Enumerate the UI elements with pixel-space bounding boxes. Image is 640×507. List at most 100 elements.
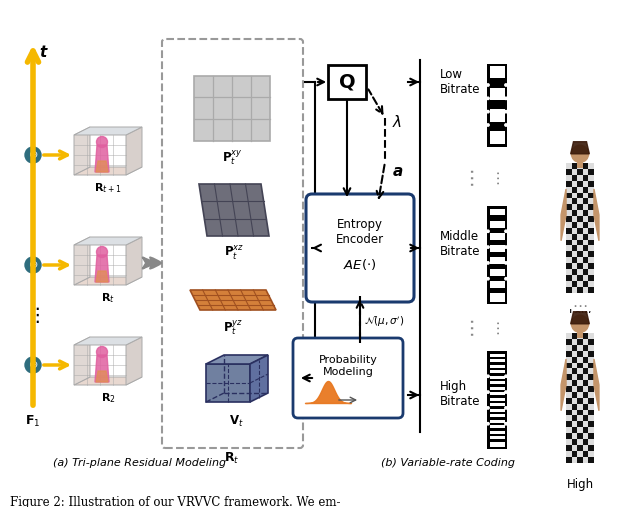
Bar <box>572 180 577 187</box>
Circle shape <box>25 257 41 273</box>
Bar <box>577 240 583 245</box>
Text: $\oplus$: $\oplus$ <box>28 359 38 371</box>
Bar <box>566 339 572 345</box>
Circle shape <box>505 375 507 377</box>
Bar <box>577 333 583 339</box>
FancyBboxPatch shape <box>162 39 303 448</box>
Bar <box>588 257 594 263</box>
Text: Entropy
Encoder: Entropy Encoder <box>336 218 384 246</box>
Circle shape <box>487 124 489 126</box>
Bar <box>577 451 583 457</box>
Bar <box>583 333 588 339</box>
Bar <box>549 142 611 298</box>
Bar <box>566 410 572 415</box>
Bar <box>588 427 594 433</box>
Bar <box>572 228 577 234</box>
Polygon shape <box>95 255 109 282</box>
Bar <box>583 163 588 169</box>
Bar <box>566 163 594 293</box>
Bar <box>583 374 588 380</box>
Bar <box>572 433 577 439</box>
FancyBboxPatch shape <box>328 65 366 99</box>
Bar <box>588 339 594 345</box>
Bar <box>566 193 572 198</box>
Bar <box>583 363 588 369</box>
FancyBboxPatch shape <box>306 194 414 302</box>
Bar <box>577 380 583 386</box>
Bar <box>577 175 583 180</box>
Bar <box>572 427 577 433</box>
Bar <box>490 406 504 409</box>
Text: $\vdots$: $\vdots$ <box>27 305 40 325</box>
Bar <box>572 222 577 228</box>
Bar <box>566 451 572 457</box>
Bar <box>588 175 594 180</box>
Bar <box>588 216 594 222</box>
Text: High
Bitrate: High Bitrate <box>440 380 481 408</box>
Bar <box>572 351 577 356</box>
Bar <box>577 398 583 404</box>
Bar <box>577 386 583 392</box>
Bar <box>588 439 594 445</box>
Bar <box>583 380 588 386</box>
Circle shape <box>505 262 507 264</box>
Bar <box>572 363 577 369</box>
Bar <box>583 169 588 175</box>
Polygon shape <box>95 145 109 172</box>
Bar <box>566 386 572 392</box>
Bar <box>490 276 504 281</box>
Bar <box>577 345 583 351</box>
Bar <box>490 356 504 359</box>
Circle shape <box>487 111 489 113</box>
FancyBboxPatch shape <box>293 338 403 418</box>
Text: $\mathbf{V}_t$: $\mathbf{V}_t$ <box>228 414 243 429</box>
Bar <box>588 380 594 386</box>
Bar <box>588 356 594 363</box>
Bar <box>572 451 577 457</box>
Bar <box>490 401 504 403</box>
Bar <box>572 356 577 363</box>
Circle shape <box>571 314 589 333</box>
Circle shape <box>487 391 489 393</box>
Polygon shape <box>74 237 90 285</box>
Circle shape <box>487 97 489 99</box>
Bar <box>588 286 594 293</box>
Polygon shape <box>96 271 108 282</box>
Bar <box>490 264 504 269</box>
Bar <box>572 345 577 351</box>
Bar <box>572 369 577 374</box>
Bar <box>490 208 504 302</box>
Text: $\mathbf{P}_t^{xy}$: $\mathbf{P}_t^{xy}$ <box>221 148 243 167</box>
Polygon shape <box>74 277 142 285</box>
Bar <box>588 345 594 351</box>
Bar <box>588 193 594 198</box>
Bar <box>588 222 594 228</box>
Bar <box>490 353 504 447</box>
Bar <box>588 180 594 187</box>
Polygon shape <box>561 359 566 411</box>
Bar <box>577 332 583 338</box>
Bar <box>588 433 594 439</box>
Bar <box>490 122 504 131</box>
Polygon shape <box>74 237 142 245</box>
Bar <box>588 415 594 421</box>
Bar <box>572 457 577 462</box>
Bar <box>583 234 588 240</box>
Bar <box>588 281 594 286</box>
Bar <box>583 421 588 427</box>
Bar <box>577 369 583 374</box>
Polygon shape <box>74 127 142 135</box>
Circle shape <box>487 277 489 280</box>
Bar <box>588 369 594 374</box>
Bar <box>572 380 577 386</box>
Bar <box>583 281 588 286</box>
Bar <box>583 356 588 363</box>
Bar <box>572 263 577 269</box>
Bar <box>583 415 588 421</box>
Bar <box>583 286 588 293</box>
Bar <box>490 434 504 436</box>
Bar <box>588 398 594 404</box>
Bar <box>572 275 577 281</box>
Bar <box>583 410 588 415</box>
Text: $\mathbf{P}_t^{xz}$: $\mathbf{P}_t^{xz}$ <box>224 244 244 262</box>
